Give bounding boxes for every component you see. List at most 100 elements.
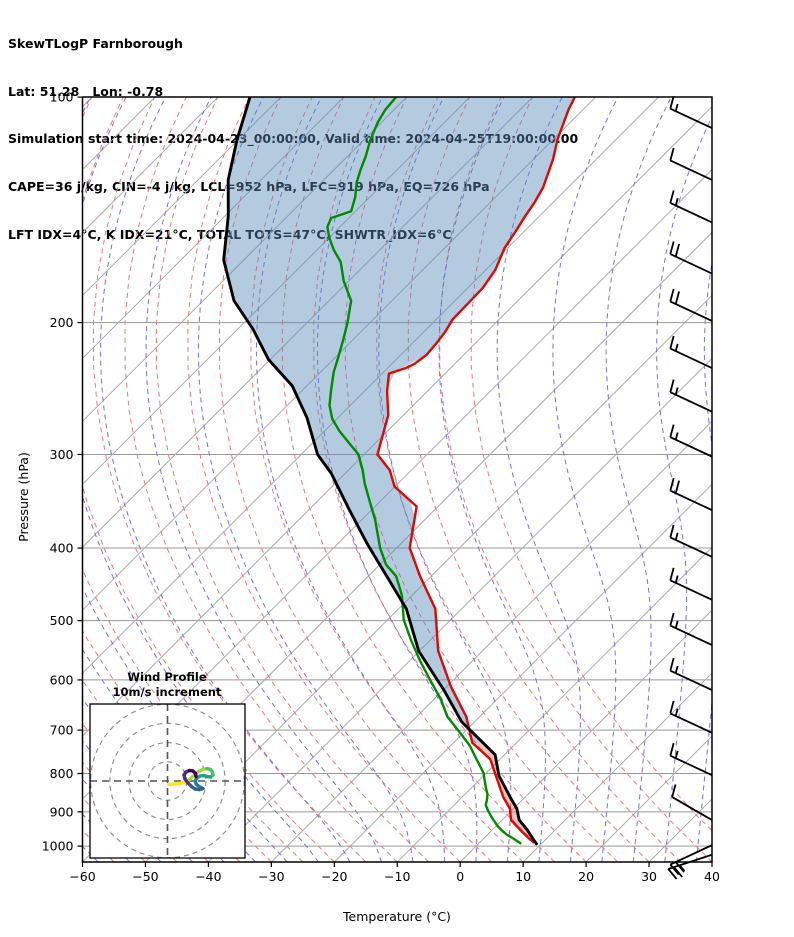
shaded-areas	[223, 97, 575, 843]
wind-barb-half-feather	[674, 343, 679, 352]
isotherm-line	[82, 97, 219, 234]
moist-adiabat-dashed	[438, 97, 547, 862]
dry-adiabat-dashed	[92, 97, 367, 862]
wind-barb-half-feather	[674, 620, 679, 629]
dry-adiabat-dashed	[124, 97, 398, 862]
wind-barb-feather	[673, 866, 683, 878]
wind-barb	[669, 95, 713, 129]
isotherm-line	[82, 97, 660, 674]
wind-barb-half-feather	[678, 864, 686, 872]
wind-barb	[669, 567, 713, 601]
dry-adiabat-dashed	[439, 97, 712, 862]
indices-line2: LFT IDX=4°C, K IDX=21°C, TOTAL TOTS=47°C…	[8, 226, 452, 242]
wind-barb-feather	[669, 335, 675, 349]
wind-barb	[669, 612, 713, 646]
wind-barb-half-feather	[674, 198, 679, 206]
wind-barb	[669, 657, 713, 691]
pressure-tick-label: 500	[50, 613, 74, 628]
sim-times: Simulation start time: 2024-04-23_00:00:…	[8, 131, 578, 147]
pressure-tick-label: 100	[50, 90, 74, 105]
negative-area	[223, 97, 575, 743]
dry-adiabat-dashed	[156, 97, 430, 862]
temperature-tick-label: −10	[384, 869, 410, 884]
temperature-curve	[376, 97, 576, 844]
dry-adiabat-dashed	[470, 97, 712, 832]
temperature-tick-label: −60	[69, 869, 95, 884]
y-axis-label: Pressure (hPa)	[16, 452, 31, 542]
wind-barbs	[667, 95, 713, 880]
wind-barb-staff	[669, 712, 713, 734]
wind-barb	[669, 477, 713, 511]
temperature-tick-label: 0	[456, 869, 464, 884]
wind-barb	[669, 379, 713, 413]
hodograph-inset	[89, 703, 246, 859]
wind-barb	[669, 524, 713, 558]
moist-adiabat-dashed	[255, 97, 445, 862]
temperature-tick-label: 20	[578, 869, 594, 884]
wind-barb-staff	[669, 489, 713, 511]
hodograph-title: Wind Profile	[127, 670, 207, 684]
wind-barb	[669, 424, 713, 458]
wind-barb-staff	[669, 300, 713, 322]
isotherm-line	[396, 546, 712, 862]
hodograph-trace-segment	[193, 771, 198, 779]
dry-adiabat-dashed	[82, 861, 83, 862]
dry-adiabat-dashed	[281, 97, 555, 862]
moist-adiabat-dashed	[496, 97, 582, 862]
dry-adiabat-dashed	[407, 97, 681, 862]
wind-barb-feather	[674, 243, 680, 257]
wind-barb-feather	[669, 567, 675, 581]
wind-barb-feather	[669, 424, 675, 438]
isotherm-line	[270, 420, 712, 862]
temperature-tick-label: −20	[321, 869, 347, 884]
wind-barb-feather	[669, 700, 675, 714]
moist-adiabat-dashed	[0, 97, 67, 862]
moist-adiabat-dashed	[0, 97, 4, 862]
moist-adiabat-dashed	[197, 97, 414, 862]
wind-barb	[669, 147, 713, 181]
wind-barb-staff	[669, 391, 713, 413]
wind-barb	[667, 853, 713, 880]
isotherm-line	[648, 798, 712, 862]
pressure-tick-label: 700	[50, 723, 74, 738]
wind-barb-staff	[669, 347, 713, 369]
moist-adiabat-dashed	[552, 97, 619, 862]
moist-adiabat-dashed	[695, 260, 712, 862]
wind-barb-feather	[669, 612, 675, 626]
parcel-curve	[222, 97, 539, 846]
pressure-tick-label: 400	[50, 541, 74, 556]
wind-barb	[669, 288, 713, 322]
isotherm-line	[522, 672, 712, 862]
isotherm-line	[82, 97, 282, 297]
wind-barb-half-feather	[674, 708, 679, 717]
wind-barb-feather	[669, 190, 675, 204]
isotherm-line	[82, 97, 597, 611]
wind-barb-feather	[669, 742, 675, 756]
moist-adiabat-dashed	[656, 115, 712, 862]
isotherm-line	[82, 97, 345, 360]
pressure-tick-label: 900	[50, 804, 74, 819]
temperature-tick-label: 30	[641, 869, 657, 884]
wind-barb	[671, 784, 713, 821]
wind-barb-staff	[669, 624, 713, 646]
wind-barb-half-feather	[674, 103, 679, 112]
wind-barb-half-feather	[674, 432, 679, 440]
isotherm-line	[459, 609, 712, 862]
wind-barb-half-feather	[674, 575, 679, 584]
moist-adiabat-dashed	[728, 97, 794, 862]
isotherm-line	[82, 97, 93, 108]
wind-barb	[669, 335, 713, 369]
wind-barb-feather	[671, 784, 677, 798]
dry-adiabat-dashed	[344, 97, 618, 862]
low-level-area	[472, 742, 536, 843]
wind-barb-half-feather	[674, 387, 679, 395]
plot-title: SkewTLogP Farnborough	[8, 35, 183, 51]
wind-barb-staff	[669, 436, 713, 458]
isotherm-line	[82, 105, 712, 737]
moist-adiabat-dashed	[82, 845, 99, 862]
wind-barb	[669, 700, 713, 734]
wind-barb-staff	[669, 844, 713, 866]
pressure-tick-label: 300	[50, 447, 74, 462]
